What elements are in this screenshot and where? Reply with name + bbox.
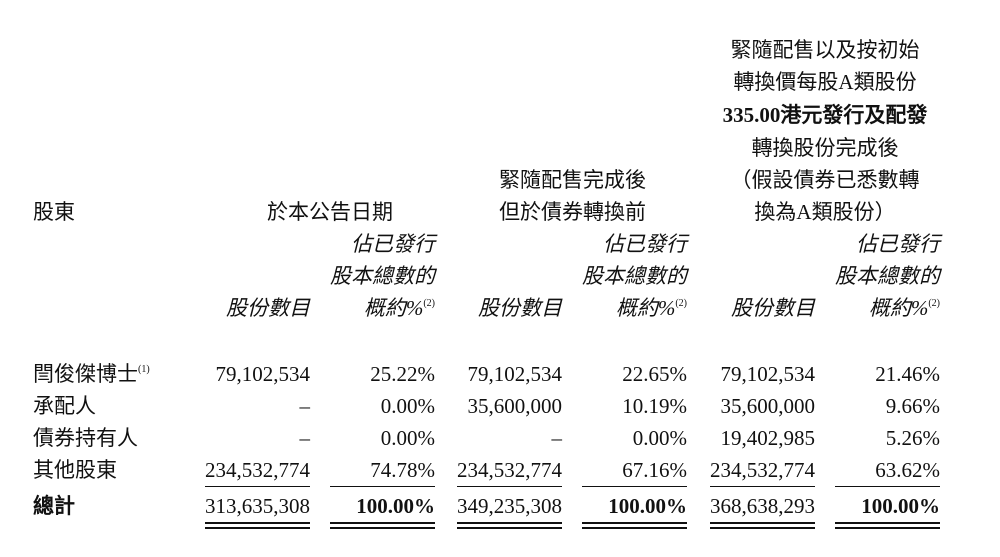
- total-pct-3: 100.00%: [861, 494, 940, 518]
- shares-header-3: 股份數目: [731, 296, 815, 320]
- subtotal-rule-shares-2: [457, 486, 562, 487]
- row-shares-2: –: [551, 426, 563, 450]
- group3-title-line5: （假設債券已悉數轉: [730, 168, 920, 192]
- total-shares-3: 368,638,293: [710, 494, 815, 518]
- group3-title-line6: 換為A類股份）: [754, 200, 896, 224]
- shareholder-header: 股東: [33, 200, 75, 224]
- pct-header-2-line2: 股本總數的: [582, 264, 687, 288]
- row-pct-2: 67.16%: [622, 458, 687, 482]
- group3-title-line1: 緊隨配售以及按初始: [730, 38, 920, 62]
- pct-header-1-line1: 佔已發行: [351, 232, 435, 256]
- group2-title-line2: 但於債券轉換前: [499, 200, 646, 224]
- row-name: 承配人: [33, 394, 96, 418]
- row-shares-1: 79,102,534: [215, 362, 311, 386]
- pct-header-2-line1: 佔已發行: [603, 232, 687, 256]
- row-pct-1: 74.78%: [370, 458, 435, 482]
- row-shares-2: 35,600,000: [467, 394, 563, 418]
- subtotal-rule-shares-3: [710, 486, 815, 487]
- total-double-rule-shares-2-b: [457, 527, 562, 529]
- row-name: 閆俊傑博士(1): [33, 362, 150, 386]
- row-shares-1: –: [299, 426, 311, 450]
- total-double-rule-pct-2-b: [582, 527, 687, 529]
- row-pct-1: 0.00%: [380, 426, 435, 450]
- group3-title-line3: 335.00港元發行及配發: [722, 103, 928, 127]
- pct-header-1-line3: 概約%(2): [363, 296, 435, 320]
- total-pct-2: 100.00%: [608, 494, 687, 518]
- row-pct-3: 63.62%: [875, 458, 940, 482]
- row-shares-2: 79,102,534: [467, 362, 563, 386]
- total-double-rule-pct-1-a: [330, 522, 435, 524]
- row-shares-1: 234,532,774: [205, 458, 310, 482]
- group2-title-line1: 緊隨配售完成後: [499, 168, 646, 192]
- row-pct-3: 9.66%: [885, 394, 940, 418]
- row-pct-2: 0.00%: [632, 426, 687, 450]
- total-double-rule-shares-3-b: [710, 527, 815, 529]
- pct-header-2-line3: 概約%(2): [615, 296, 687, 320]
- total-double-rule-pct-3-a: [835, 522, 940, 524]
- shares-header-1: 股份數目: [226, 296, 310, 320]
- total-shares-1: 313,635,308: [205, 494, 310, 518]
- group3-title-line4: 轉換股份完成後: [751, 136, 899, 160]
- pct-header-1-line2: 股本總數的: [330, 264, 435, 288]
- row-pct-1: 0.00%: [380, 394, 435, 418]
- total-double-rule-shares-3-a: [710, 522, 815, 524]
- row-pct-2: 22.65%: [622, 362, 687, 386]
- total-double-rule-shares-2-a: [457, 522, 562, 524]
- row-pct-3: 5.26%: [885, 426, 940, 450]
- row-shares-3: 35,600,000: [720, 394, 816, 418]
- pct-header-3-line3: 概約%(2): [868, 296, 940, 320]
- subtotal-rule-pct-2: [582, 486, 687, 487]
- row-pct-2: 10.19%: [622, 394, 687, 418]
- row-name: 債券持有人: [33, 426, 138, 450]
- subtotal-rule-pct-3: [835, 486, 940, 487]
- row-shares-1: –: [299, 394, 311, 418]
- row-name: 其他股東: [33, 458, 117, 482]
- group3-title-line2: 轉換價每股A類股份: [733, 70, 917, 94]
- pct-header-3-line2: 股本總數的: [835, 264, 940, 288]
- total-shares-2: 349,235,308: [457, 494, 562, 518]
- total-double-rule-shares-1-b: [205, 527, 310, 529]
- row-shares-3: 19,402,985: [720, 426, 816, 450]
- row-shares-2: 234,532,774: [457, 458, 562, 482]
- shares-header-2: 股份數目: [478, 296, 562, 320]
- row-shares-3: 234,532,774: [710, 458, 815, 482]
- subtotal-rule-shares-1: [205, 486, 310, 487]
- row-pct-1: 25.22%: [370, 362, 435, 386]
- row-shares-3: 79,102,534: [720, 362, 816, 386]
- pct-header-3-line1: 佔已發行: [856, 232, 940, 256]
- total-double-rule-pct-3-b: [835, 527, 940, 529]
- total-double-rule-shares-1-a: [205, 522, 310, 524]
- row-pct-3: 21.46%: [875, 362, 940, 386]
- total-pct-1: 100.00%: [356, 494, 435, 518]
- total-double-rule-pct-2-a: [582, 522, 687, 524]
- group1-title: 於本公告日期: [267, 200, 393, 224]
- subtotal-rule-pct-1: [330, 486, 435, 487]
- total-label: 總計: [33, 494, 75, 518]
- total-double-rule-pct-1-b: [330, 527, 435, 529]
